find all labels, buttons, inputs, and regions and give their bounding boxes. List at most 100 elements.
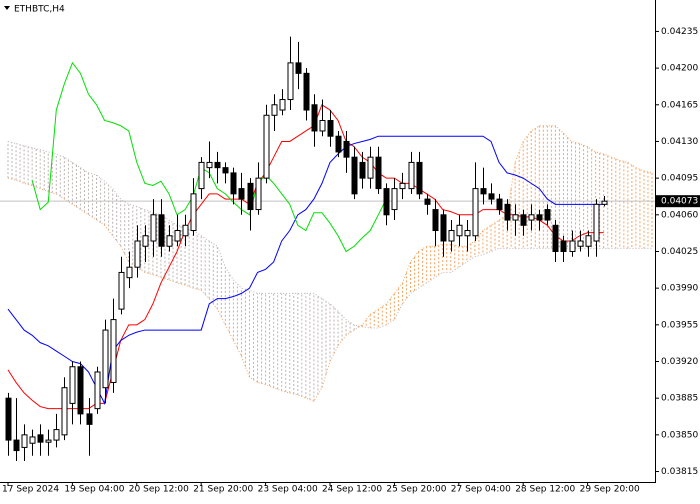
candle-body	[311, 104, 318, 132]
candle-body	[150, 214, 157, 242]
candle-body	[593, 203, 600, 242]
candle-body	[424, 198, 431, 205]
candle-body	[295, 62, 302, 74]
candle-body	[432, 209, 439, 232]
candle-body	[327, 120, 334, 137]
y-tick-label: 0.03990	[661, 284, 698, 294]
candle-body	[158, 214, 165, 247]
candle-body	[29, 436, 36, 444]
candle-body	[544, 209, 551, 221]
candle-body	[504, 203, 511, 221]
candle-body	[456, 224, 463, 237]
y-tick-label: 0.04025	[661, 247, 698, 257]
chart-title: ETHBTC,H4	[14, 5, 65, 15]
candle-body	[440, 214, 447, 242]
candle-body	[69, 366, 76, 404]
x-tick-label: 27 Sep 04:00	[451, 485, 511, 495]
candle-body	[319, 120, 326, 132]
x-tick-label: 21 Sep 20:00	[193, 485, 253, 495]
candle-body	[375, 156, 382, 190]
last-price-box	[656, 195, 700, 208]
candle-body	[206, 161, 213, 169]
candle-body	[134, 240, 141, 268]
y-tick-label: 0.03885	[661, 394, 698, 404]
candle-body	[198, 161, 205, 190]
candle-body	[335, 135, 342, 153]
y-tick-label: 0.03850	[661, 430, 698, 440]
candle-body	[569, 240, 576, 252]
x-tick-label: 24 Sep 12:00	[322, 485, 382, 495]
candle-body	[222, 167, 229, 174]
y-tick-label: 0.04200	[661, 64, 698, 74]
candle-body	[102, 329, 109, 389]
candle-body	[77, 366, 84, 415]
candle-body	[61, 387, 68, 436]
candle-body	[520, 214, 527, 226]
y-tick-label: 0.04165	[661, 100, 698, 110]
candle-body	[166, 235, 173, 247]
candle-body	[472, 188, 479, 237]
indicator-line	[7, 104, 604, 410]
candle-body	[367, 156, 374, 179]
candle-body	[271, 104, 278, 116]
candle-body	[230, 172, 237, 195]
candle-body	[214, 161, 221, 169]
y-tick-label: 0.03955	[661, 320, 698, 330]
candle-body	[601, 200, 608, 205]
x-tick-label: 20 Sep 12:00	[129, 485, 189, 495]
candle-body	[5, 397, 12, 441]
y-tick-label: 0.03920	[661, 357, 698, 367]
y-tick-label: 0.03815	[661, 467, 698, 477]
candle-body	[182, 224, 189, 237]
candle-body	[190, 193, 197, 232]
candle-body	[488, 193, 495, 200]
candle-body	[13, 439, 20, 452]
candle-body	[464, 230, 471, 237]
candle-body	[416, 161, 423, 195]
candle-body	[536, 214, 543, 221]
candle-body	[53, 429, 60, 441]
y-tick-label: 0.04095	[661, 174, 698, 184]
candle-body	[45, 439, 52, 443]
candle-body	[126, 266, 133, 279]
candle-body	[37, 434, 44, 443]
candle-body	[118, 271, 125, 310]
candle-body	[560, 240, 567, 252]
x-tick-label: 29 Sep 20:00	[580, 485, 640, 495]
candle-body	[383, 188, 390, 216]
candle-body	[110, 319, 117, 383]
candle-body	[247, 182, 254, 211]
candle-body	[480, 188, 487, 195]
x-tick-label: 23 Sep 04:00	[258, 485, 318, 495]
candle-body	[552, 224, 559, 252]
last-price-label: 0.04073	[661, 197, 698, 207]
candle-body	[343, 140, 350, 158]
candle-body	[359, 161, 366, 179]
candle-body	[448, 230, 455, 242]
candle-body	[351, 156, 358, 195]
candle-body	[174, 230, 181, 242]
candle-body	[399, 182, 406, 190]
candle-body	[263, 114, 270, 179]
x-tick-label: 28 Sep 12:00	[515, 485, 575, 495]
candle-body	[585, 235, 592, 247]
y-tick-label: 0.04235	[661, 27, 698, 37]
y-tick-label: 0.04060	[661, 210, 698, 220]
candle-body	[496, 198, 503, 211]
candle-body	[238, 188, 245, 200]
candle-body	[21, 434, 28, 448]
candle-body	[408, 161, 415, 190]
candle-body	[142, 235, 149, 247]
symbol-menu-icon[interactable]	[4, 6, 10, 10]
candle-body	[577, 240, 584, 247]
candle-body	[287, 62, 294, 101]
candle-body	[512, 214, 519, 221]
candle-body	[94, 371, 101, 410]
candle-body	[279, 99, 286, 111]
candle-body	[86, 413, 93, 425]
x-tick-label: 19 Sep 04:00	[64, 485, 124, 495]
candle-body	[528, 214, 535, 221]
y-tick-label: 0.04130	[661, 137, 698, 147]
